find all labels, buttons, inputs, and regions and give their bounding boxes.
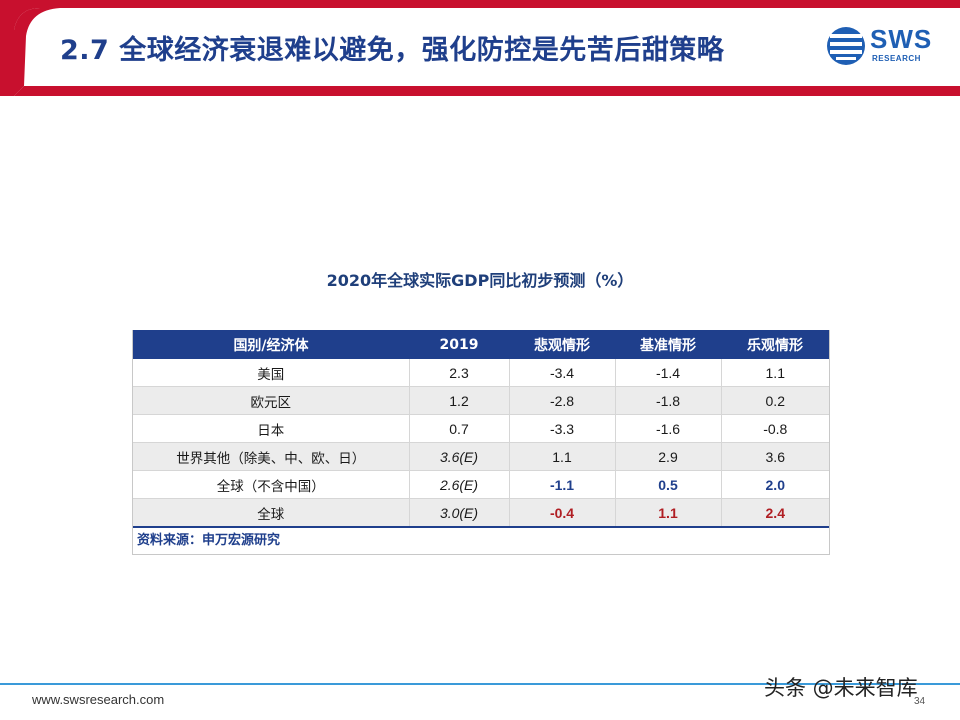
table-row: 世界其他（除美、中、欧、日） 3.6(E) 1.1 2.9 3.6 bbox=[133, 442, 829, 471]
cell-value: 3.0(E) bbox=[409, 498, 510, 528]
row-label: 全球 bbox=[133, 498, 410, 528]
cell-value: -1.1 bbox=[509, 470, 616, 499]
table-row: 全球 3.0(E) -0.4 1.1 2.4 bbox=[133, 498, 829, 528]
slide-header: 2.7 全球经济衰退难以避免，强化防控是先苦后甜策略 SWS RESEARCH bbox=[0, 0, 960, 100]
cell-value: 2.3 bbox=[409, 359, 510, 387]
table-row: 日本 0.7 -3.3 -1.6 -0.8 bbox=[133, 414, 829, 443]
cell-value: 0.2 bbox=[721, 386, 829, 415]
table-row: 欧元区 1.2 -2.8 -1.8 0.2 bbox=[133, 386, 829, 415]
header-cell-pessimistic: 悲观情形 bbox=[509, 330, 615, 359]
page-number: 34 bbox=[914, 696, 926, 707]
row-label: 欧元区 bbox=[133, 386, 410, 415]
cell-value: 0.5 bbox=[615, 470, 722, 499]
gdp-forecast-table: 国别/经济体 2019 悲观情形 基准情形 乐观情形 美国 2.3 -3.4 -… bbox=[133, 330, 829, 528]
cell-value: -3.3 bbox=[509, 414, 616, 443]
row-label: 世界其他（除美、中、欧、日） bbox=[133, 442, 410, 471]
cell-value: 2.4 bbox=[721, 498, 829, 528]
cell-value: 1.1 bbox=[615, 498, 722, 528]
cell-value: 3.6(E) bbox=[409, 442, 510, 471]
cell-value: -2.8 bbox=[509, 386, 616, 415]
cell-value: 1.1 bbox=[509, 442, 616, 471]
table-title: 2020年全球实际GDP同比初步预测（%） bbox=[326, 271, 634, 290]
logo-sub: RESEARCH bbox=[872, 54, 921, 63]
table-row: 全球（不含中国） 2.6(E) -1.1 0.5 2.0 bbox=[133, 470, 829, 499]
header-cell-region: 国别/经济体 bbox=[133, 330, 409, 359]
cell-value: -0.8 bbox=[721, 414, 829, 443]
cell-value: -1.8 bbox=[615, 386, 722, 415]
cell-value: 2.9 bbox=[615, 442, 722, 471]
row-label: 日本 bbox=[133, 414, 410, 443]
cell-value: 2.6(E) bbox=[409, 470, 510, 499]
table-row: 美国 2.3 -3.4 -1.4 1.1 bbox=[133, 359, 829, 387]
header-cell-optimistic: 乐观情形 bbox=[721, 330, 829, 359]
logo-word: SWS bbox=[870, 24, 933, 54]
header-band bbox=[0, 0, 960, 100]
cell-value: 1.1 bbox=[721, 359, 829, 387]
cell-value: -1.6 bbox=[615, 414, 722, 443]
row-label: 美国 bbox=[133, 359, 410, 387]
watermark-text: 头条 @未来智库 bbox=[764, 676, 918, 700]
footer-url: www.swsresearch.com bbox=[32, 692, 165, 707]
cell-value: -3.4 bbox=[509, 359, 616, 387]
header-cell-2019: 2019 bbox=[409, 330, 509, 359]
cell-value: -1.4 bbox=[615, 359, 722, 387]
gdp-table-container: 国别/经济体 2019 悲观情形 基准情形 乐观情形 美国 2.3 -3.4 -… bbox=[132, 330, 830, 555]
cell-value: 3.6 bbox=[721, 442, 829, 471]
cell-value: 1.2 bbox=[409, 386, 510, 415]
cell-value: -0.4 bbox=[509, 498, 616, 528]
table-header-row: 国别/经济体 2019 悲观情形 基准情形 乐观情形 bbox=[133, 330, 829, 359]
page-title: 2.7 全球经济衰退难以避免，强化防控是先苦后甜策略 bbox=[60, 35, 725, 66]
source-note: 资料来源：申万宏源研究 bbox=[137, 533, 281, 548]
logo-mark-icon bbox=[827, 27, 865, 65]
sws-logo: SWS RESEARCH bbox=[826, 22, 946, 72]
cell-value: 0.7 bbox=[409, 414, 510, 443]
cell-value: 2.0 bbox=[721, 470, 829, 499]
row-label: 全球（不含中国） bbox=[133, 470, 410, 499]
header-cell-baseline: 基准情形 bbox=[615, 330, 721, 359]
footer-divider bbox=[0, 683, 960, 685]
